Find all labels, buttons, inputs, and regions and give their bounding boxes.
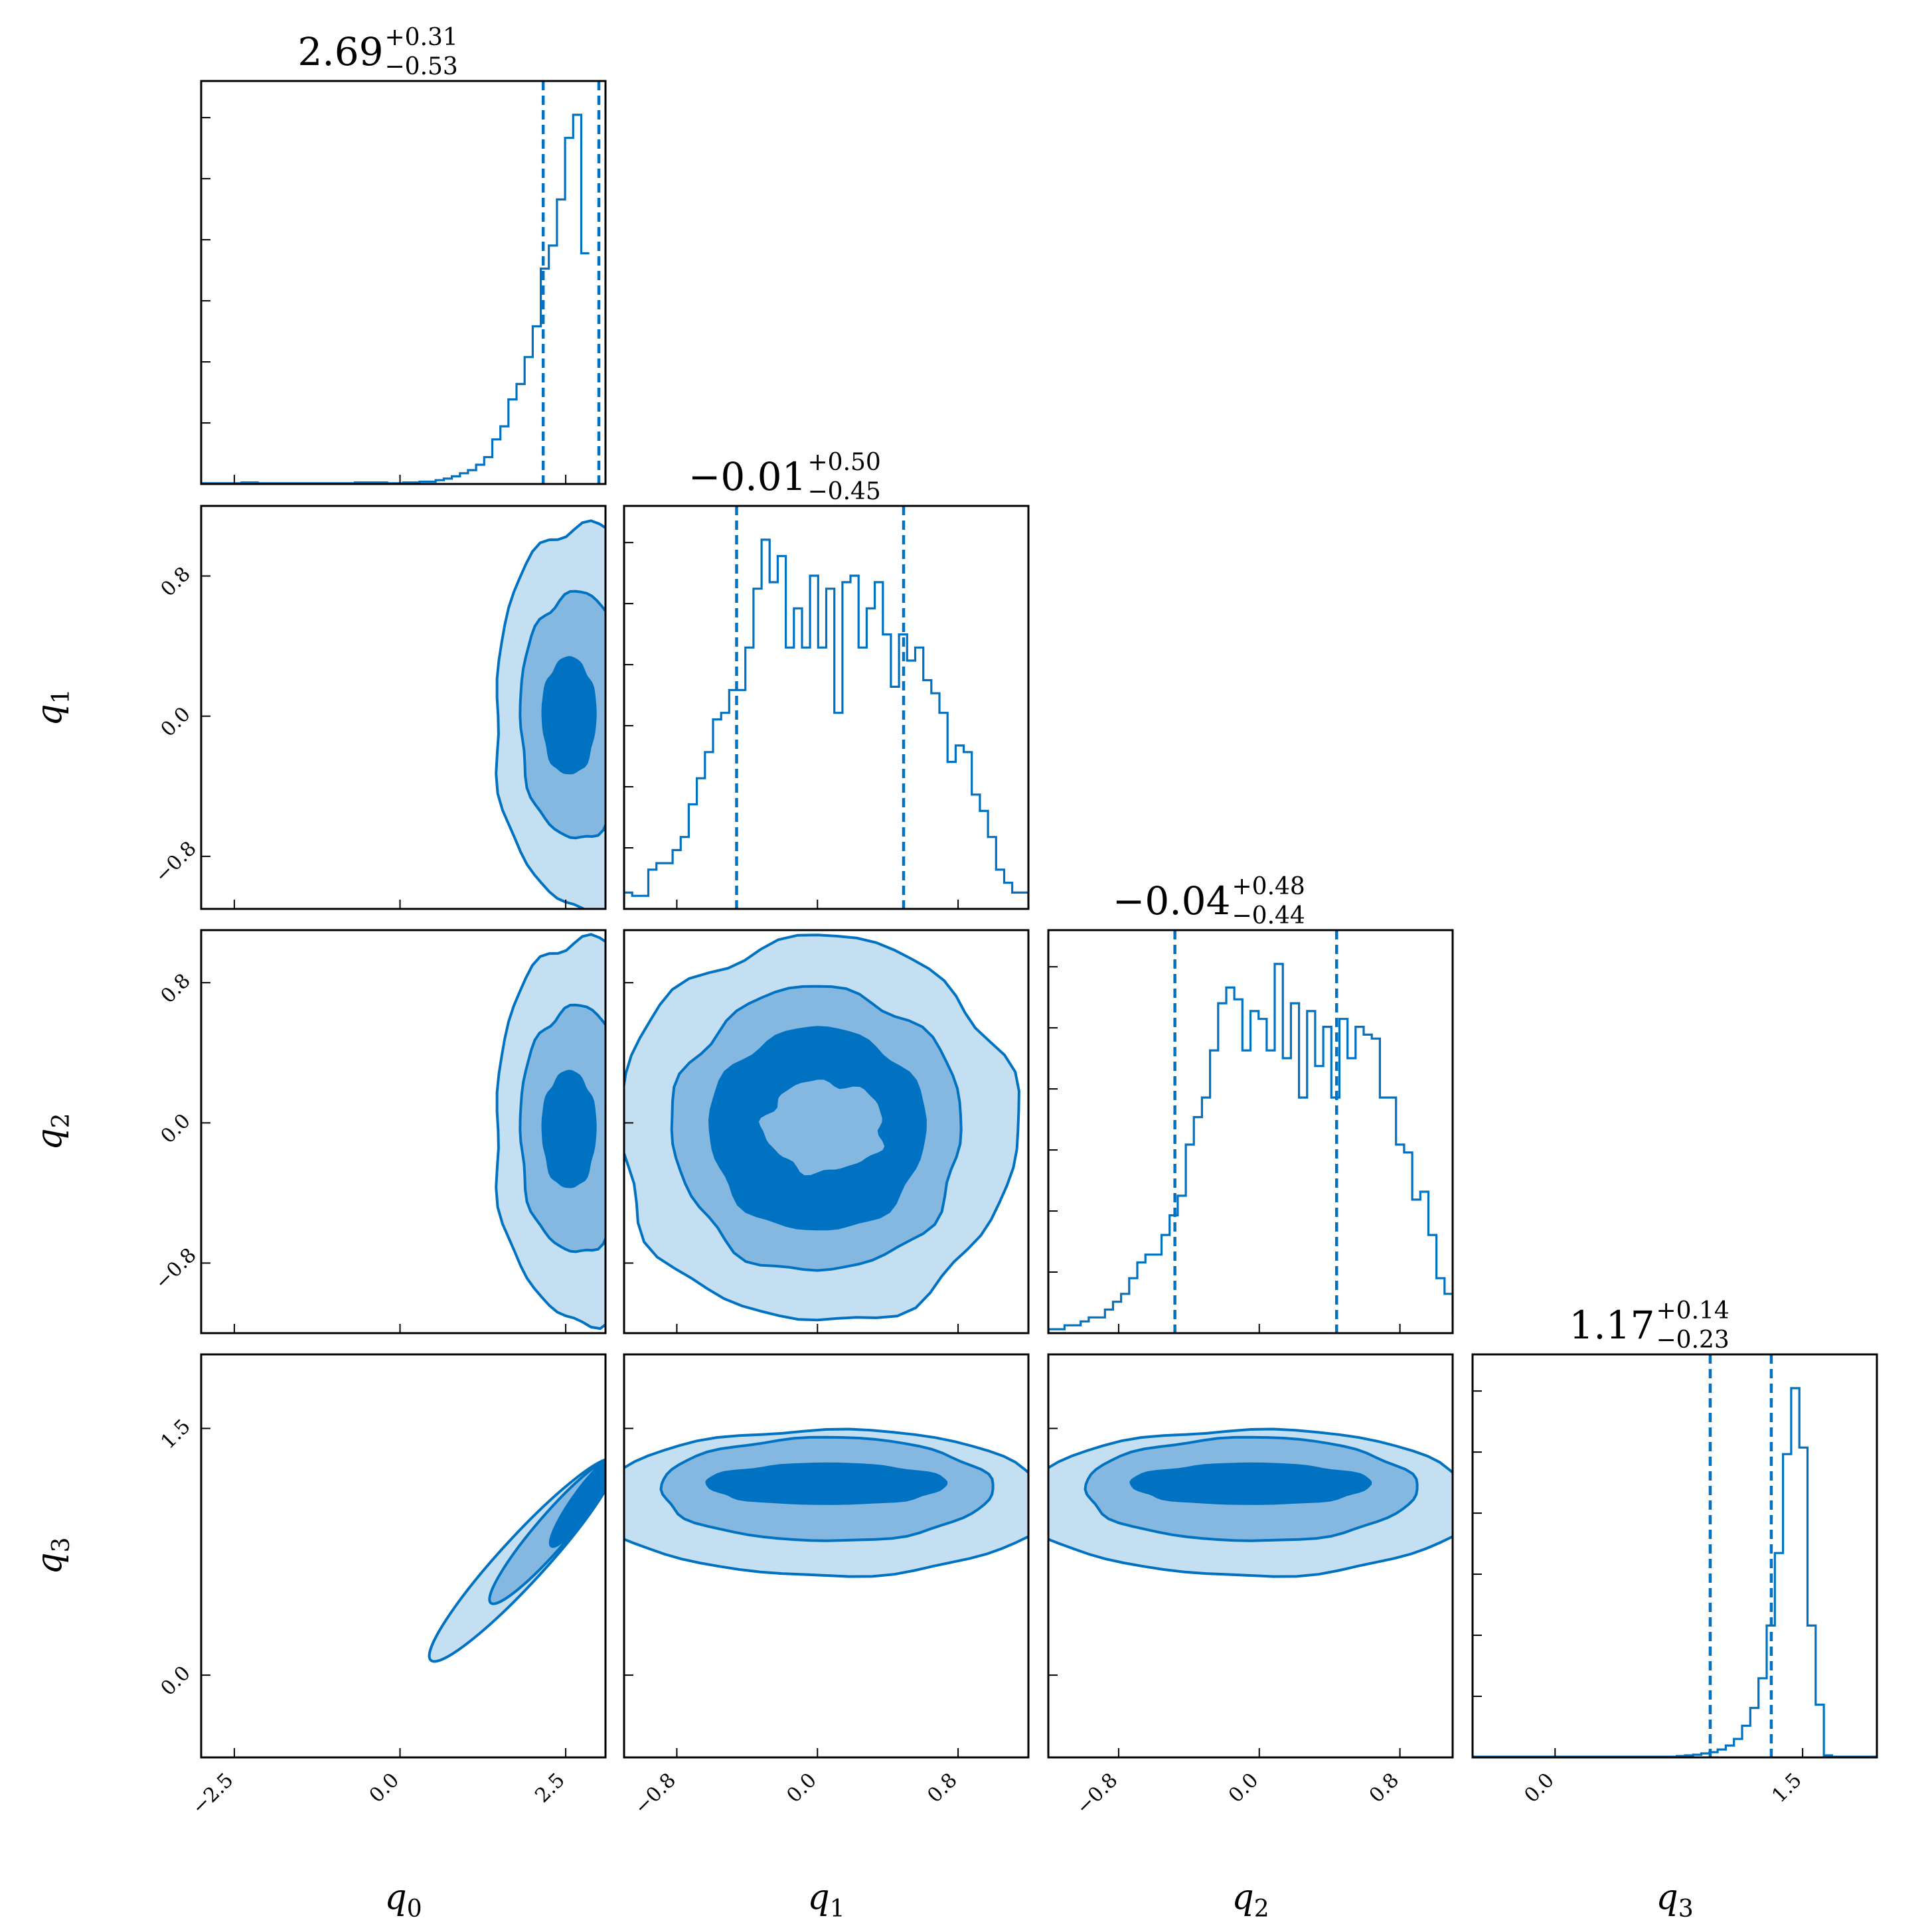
panel-frame <box>623 1353 1030 1759</box>
y-tick-label: 0.8 <box>156 969 195 1008</box>
title-median-q2: −0.04 <box>1113 878 1231 924</box>
y-tick-label: 1.5 <box>156 1415 195 1453</box>
y-axis-label-subscript: 3 <box>48 1537 75 1552</box>
x-tick-label: 0.0 <box>1224 1769 1263 1807</box>
x-tick-label: 0.8 <box>923 1769 961 1807</box>
title-minus-error: −0.44 <box>1232 902 1305 929</box>
title-median-q3: 1.17 <box>1569 1303 1654 1348</box>
contour-levels <box>1048 1427 1453 1578</box>
y-tick-label: −0.8 <box>151 837 201 888</box>
x-tick-label: 0.8 <box>1365 1769 1404 1807</box>
contour-panel-q1-q0 <box>200 505 607 910</box>
contour-panel-q2-q1 <box>623 929 1030 1334</box>
x-axis-label-q1: q1 <box>807 1878 845 1923</box>
title-plus-error: +0.31 <box>385 24 458 51</box>
y-axis-label-q1: q1 <box>30 688 75 726</box>
contour-panel-q3-q2 <box>1047 1353 1454 1759</box>
histogram-line <box>624 538 1028 909</box>
contour-levels <box>428 1457 605 1663</box>
title-plus-error: +0.48 <box>1232 873 1305 900</box>
histogram-line <box>1473 1387 1877 1757</box>
panel-frame <box>623 505 1030 910</box>
contour-level <box>541 1070 597 1188</box>
histogram-line <box>201 114 590 484</box>
contour-level <box>1129 1462 1372 1505</box>
x-axis-label-q3: q3 <box>1656 1878 1693 1923</box>
histogram-panel-q1 <box>623 505 1030 910</box>
histogram-panel-q3 <box>1471 1353 1878 1759</box>
title-median-q0: 2.69 <box>297 29 383 74</box>
x-tick-label: 2.5 <box>530 1769 569 1807</box>
contour-levels <box>624 1427 1028 1578</box>
x-axis-label-subscript: 3 <box>1678 1895 1694 1923</box>
contour-levels <box>624 933 1020 1322</box>
x-axis-label-subscript: 2 <box>1254 1895 1269 1923</box>
panel-frame <box>200 929 607 1334</box>
panel-frame <box>623 929 1030 1334</box>
title-plus-error: +0.14 <box>1656 1297 1730 1325</box>
x-tick-label: −0.8 <box>1072 1769 1122 1819</box>
contour-level <box>548 1457 605 1548</box>
x-tick-label: −0.8 <box>630 1769 681 1819</box>
panel-frame <box>1047 1353 1454 1759</box>
title-minus-error: −0.23 <box>1656 1327 1730 1354</box>
contour-level <box>705 1462 948 1505</box>
y-tick-label: −0.8 <box>151 1244 201 1294</box>
panel-frame <box>1047 929 1454 1334</box>
title-plus-error: +0.50 <box>808 449 881 476</box>
x-tick-label: 1.5 <box>1767 1769 1806 1807</box>
panel-layer <box>200 80 1878 1759</box>
x-tick-label: 0.0 <box>365 1769 404 1807</box>
contour-level <box>541 656 597 775</box>
panel-frame <box>200 80 607 485</box>
contour-levels <box>495 519 605 909</box>
y-tick-label: 0.8 <box>156 562 195 601</box>
x-tick-label: 0.0 <box>782 1769 821 1807</box>
x-axis-label-q0: q0 <box>384 1878 422 1923</box>
contour-panel-q3-q1 <box>623 1353 1030 1759</box>
contour-levels <box>495 933 605 1330</box>
y-tick-label: 0.0 <box>156 702 195 741</box>
y-axis-label-subscript: 2 <box>48 1113 75 1128</box>
x-axis-label-q2: q2 <box>1232 1878 1269 1923</box>
title-median-q1: −0.01 <box>688 454 807 499</box>
title-minus-error: −0.45 <box>808 478 881 505</box>
y-tick-label: 0.0 <box>156 1109 195 1148</box>
x-axis-label-subscript: 0 <box>407 1895 422 1923</box>
histogram-panel-q2 <box>1047 929 1454 1334</box>
histogram-panel-q0 <box>200 80 607 485</box>
contour-panel-q3-q0 <box>200 1353 607 1759</box>
y-axis-label-q2: q2 <box>30 1113 75 1150</box>
x-tick-label: 0.0 <box>1520 1769 1558 1807</box>
x-tick-label: −2.5 <box>187 1769 238 1819</box>
histogram-line <box>1048 963 1453 1333</box>
title-minus-error: −0.53 <box>385 53 458 80</box>
contour-panel-q2-q0 <box>200 929 607 1334</box>
text-layer: −2.5 0.0 2.5 q0 −0.8 0.0 0.8 q1 −0.8 0.0 0.8 q2 0.0 1… <box>30 24 1807 1923</box>
y-tick-label: 0.0 <box>156 1662 195 1700</box>
panel-frame <box>1471 1353 1878 1759</box>
contour-level <box>756 1077 888 1178</box>
y-axis-label-q3: q3 <box>30 1537 75 1574</box>
x-axis-label-subscript: 1 <box>830 1895 845 1923</box>
panel-frame <box>200 1353 607 1759</box>
panel-frame <box>200 505 607 910</box>
y-axis-label-subscript: 1 <box>48 688 75 704</box>
